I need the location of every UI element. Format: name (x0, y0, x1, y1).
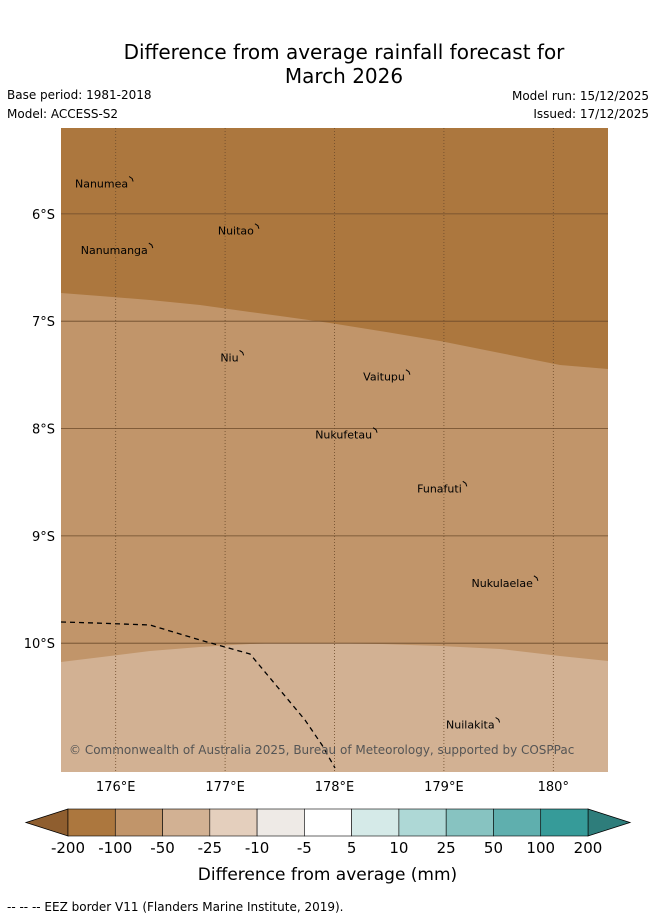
lon-tick-label: 178°E (315, 780, 355, 795)
island-marker (495, 717, 501, 723)
island-label: Nanumanga (81, 244, 148, 257)
axis-ticks: 176°E 177°E 178°E 179°E 180° 6°S 7°S 8°S 9°S 10°S (24, 208, 569, 795)
island-marker (128, 176, 134, 182)
copyright-notice: © Commonwealth of Australia 2025, Bureau… (69, 743, 574, 757)
lat-tick-label: 6°S (32, 208, 55, 223)
colorbar-tick-label: 200 (574, 839, 603, 857)
colorbar-segment (445, 808, 494, 837)
colorbar: -200 -100 -50 -25 -10 -5 5 10 25 50 100 200 (24, 808, 632, 857)
colorbar-tick-label: 25 (437, 839, 456, 857)
island-marker (239, 349, 245, 356)
islands: Nanumea Nuitao Nanumanga Niu Vaitupu Nukufeta… (75, 176, 539, 731)
graticule (61, 128, 608, 772)
colorbar-tick-label: 5 (347, 839, 357, 857)
island-marker (533, 575, 539, 581)
issued-date: Issued: 17/12/2025 (533, 107, 649, 121)
island-label: Vaitupu (363, 371, 405, 384)
island-label: Funafuti (417, 482, 462, 495)
colorbar-segment (162, 808, 211, 837)
model-run: Model run: 15/12/2025 (511, 89, 649, 103)
colorbar-tick-label: -200 (51, 839, 85, 857)
colorbar-segment (351, 808, 400, 837)
island-marker (148, 242, 154, 249)
lon-tick-label: 179°E (424, 780, 464, 795)
colorbar-tick-label: -50 (150, 839, 175, 857)
island-label: Nuilakita (446, 718, 495, 731)
colorbar-tick-label: -25 (198, 839, 223, 857)
island-marker (372, 427, 378, 433)
island-label: Nukufetau (315, 429, 372, 442)
lat-tick-label: 10°S (24, 637, 55, 652)
map-plot: Nanumea Nuitao Nanumanga Niu Vaitupu Nukufeta… (61, 128, 608, 772)
colorbar-tick-label: -100 (98, 839, 132, 857)
title-line-1: Difference from average rainfall forecas… (123, 40, 565, 64)
island-label: Nuitao (218, 225, 254, 238)
colorbar-segment (398, 808, 447, 837)
lon-tick-label: 177°E (205, 780, 245, 795)
lon-tick-label: 180° (538, 780, 569, 795)
colorbar-segment (67, 808, 116, 837)
island-marker (254, 223, 260, 229)
colorbar-extend-high (587, 808, 632, 837)
colorbar-tick-label: 100 (526, 839, 555, 857)
colorbar-segment (304, 808, 352, 837)
island-label: Nanumea (75, 178, 128, 191)
base-period: Base period: 1981-2018 (7, 88, 152, 102)
island-marker (405, 369, 411, 375)
lat-tick-label: 8°S (32, 423, 55, 438)
colorbar-segment (114, 808, 163, 837)
colorbar-segment (540, 808, 589, 837)
colorbar-segment (256, 808, 305, 837)
colorbar-extend-low (24, 808, 69, 837)
colorbar-tick-label: -10 (245, 839, 270, 857)
colorbar-label: Difference from average (mm) (197, 865, 458, 885)
title-line-2: March 2026 (284, 64, 404, 88)
lon-tick-label: 176°E (96, 780, 136, 795)
eez-border (61, 621, 336, 769)
island-label: Nukulaelae (472, 577, 534, 590)
colorbar-tick-label: 50 (484, 839, 503, 857)
colorbar-tick-label: -5 (297, 839, 312, 857)
island-marker (462, 480, 468, 487)
page-title: Difference from average rainfall forecas… (0, 40, 655, 88)
lat-tick-label: 7°S (32, 315, 55, 330)
model-name: Model: ACCESS-S2 (7, 107, 119, 121)
colorbar-tick-label: 10 (389, 839, 408, 857)
island-label: Niu (220, 351, 238, 364)
colorbar-segment (209, 808, 258, 837)
lat-tick-label: 9°S (32, 530, 55, 545)
colorbar-segment (493, 808, 542, 837)
eez-border-note: -- -- -- EEZ border V11 (Flanders Marine… (7, 900, 344, 914)
